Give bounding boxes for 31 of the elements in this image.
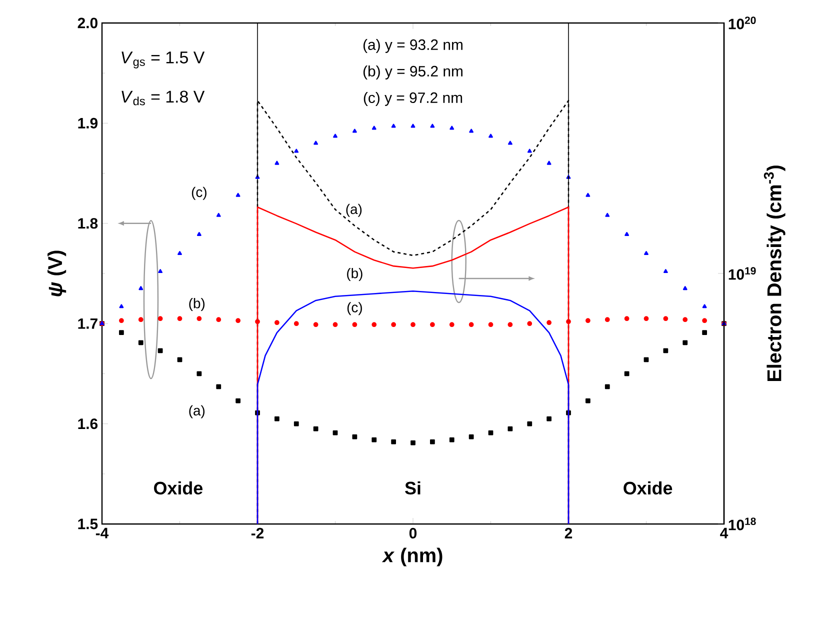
annotation: (c) (192, 186, 206, 200)
annotation: (c) (347, 302, 362, 316)
annotation: (b) y = 95.2 nm (363, 66, 462, 80)
y-axis-title: ψ (V) (48, 250, 66, 296)
x-tick-label: 4 (720, 528, 728, 538)
y-tick-label: 1.7 (78, 318, 98, 329)
annotation: Oxide (154, 481, 203, 495)
annotation: (a) (189, 405, 205, 418)
annotation: Si (405, 481, 420, 495)
annotation: V$_{ds}$ = 1.8 V (122, 90, 205, 106)
x-tick-label: 0 (409, 528, 417, 538)
annotation: V$_{gs}$ = 1.5 V (122, 52, 205, 68)
x-axis-title: x (nm) (382, 548, 442, 566)
y2-tick-label: 10$^{18}$ (728, 518, 756, 530)
annotation: (c) y = 97.2 nm (364, 92, 462, 106)
annotation: (a) y = 93.2 nm (363, 39, 462, 53)
annotation: (a) (346, 204, 362, 217)
y-tick-label: 1.5 (78, 518, 98, 530)
y-tick-label: 1.8 (78, 218, 98, 229)
x-tick-label: -2 (251, 528, 264, 538)
y2-tick-label: 10$^{19}$ (728, 267, 756, 280)
annotation: (b) (347, 268, 362, 281)
y-tick-label: 1.6 (78, 418, 98, 430)
x-tick-label: -4 (96, 528, 109, 538)
annotation: (b) (189, 298, 205, 312)
y-tick-label: 2.0 (78, 18, 98, 28)
annotation: Oxide (624, 481, 672, 495)
x-tick-label: 2 (564, 528, 572, 538)
y2-axis-title: Electron Density (cm$^{-3}$) (764, 166, 786, 381)
y-tick-label: 1.9 (78, 118, 98, 128)
y2-tick-label: 10$^{20}$ (728, 16, 756, 30)
